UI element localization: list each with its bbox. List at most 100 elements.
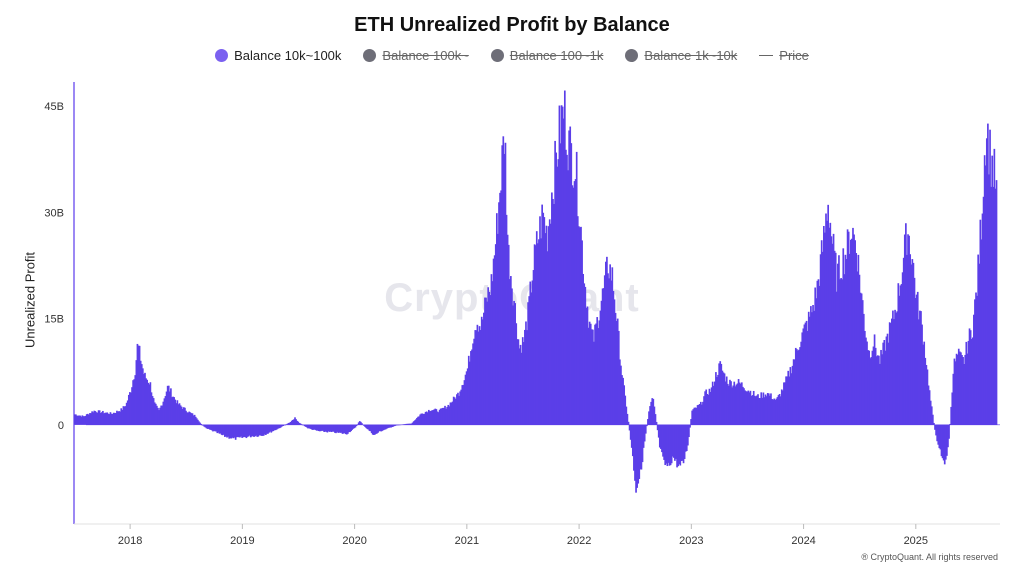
bar <box>756 395 758 425</box>
bar <box>859 292 862 425</box>
bar <box>777 395 780 425</box>
bar <box>879 363 881 425</box>
bar <box>100 412 103 425</box>
bar <box>287 422 290 425</box>
bar <box>495 213 498 425</box>
legend-item-price[interactable]: Price <box>759 48 809 63</box>
bar <box>994 188 997 425</box>
bar <box>341 424 344 434</box>
bar <box>707 394 710 425</box>
bar <box>132 380 134 425</box>
bar <box>643 424 646 442</box>
bar <box>876 355 879 425</box>
legend-item-balance-100k[interactable]: Balance 100k~ <box>363 48 469 63</box>
bar <box>204 424 207 428</box>
bar <box>117 411 119 425</box>
bar <box>439 408 442 425</box>
bar <box>490 274 493 425</box>
bar <box>280 424 282 428</box>
bar <box>377 424 379 433</box>
bar <box>303 424 306 427</box>
bar <box>168 391 171 425</box>
bar <box>776 397 779 425</box>
legend-item-balance-100-1k[interactable]: Balance 100~1k <box>490 48 603 63</box>
bar <box>594 324 596 425</box>
bar <box>127 394 130 425</box>
bar <box>684 424 687 452</box>
legend-dot-icon <box>490 49 504 62</box>
bar <box>75 414 77 425</box>
bar <box>411 422 414 425</box>
bar <box>803 324 806 425</box>
bar <box>261 424 264 436</box>
bar <box>857 254 860 425</box>
bar <box>371 424 374 435</box>
bar <box>926 369 929 425</box>
bar <box>366 424 369 430</box>
bar <box>394 424 397 426</box>
bar <box>868 350 871 425</box>
bar <box>309 424 311 429</box>
bar <box>139 360 142 425</box>
bar <box>74 414 76 425</box>
bar <box>431 410 433 425</box>
bar <box>753 395 756 425</box>
bar <box>625 406 628 425</box>
bar <box>628 424 631 431</box>
legend-dot-icon <box>215 49 229 62</box>
bar <box>799 347 801 425</box>
bar <box>558 105 561 425</box>
bar <box>604 261 607 425</box>
bar <box>514 303 517 425</box>
bar <box>690 419 692 425</box>
bar <box>218 424 221 434</box>
bar <box>834 252 837 425</box>
bar <box>860 293 863 425</box>
bar <box>235 424 238 438</box>
legend-item-balance-10k-100k[interactable]: Balance 10k~100k <box>215 48 341 63</box>
bar <box>887 342 890 425</box>
bar <box>360 421 362 425</box>
bar <box>488 291 491 425</box>
bar <box>472 343 474 425</box>
bar <box>750 395 753 425</box>
bar <box>627 421 630 425</box>
bar <box>363 424 365 426</box>
bar <box>989 129 991 425</box>
bar <box>146 379 148 425</box>
bar <box>267 424 269 434</box>
bar <box>963 364 965 425</box>
bar <box>212 424 214 432</box>
legend-label: Balance 10k~100k <box>234 48 342 63</box>
bar <box>922 344 924 425</box>
bar <box>80 416 83 425</box>
bar <box>954 361 957 425</box>
bar <box>688 424 690 438</box>
legend-dot-icon <box>363 49 377 62</box>
bar <box>165 391 168 425</box>
bar <box>805 320 808 425</box>
bar <box>769 395 771 425</box>
bar <box>272 424 275 432</box>
bar <box>917 319 920 425</box>
bar <box>622 377 624 425</box>
bar <box>494 244 497 425</box>
bar <box>153 402 156 425</box>
bar <box>498 202 500 425</box>
bar <box>546 251 549 425</box>
legend-item-balance-1k-10k[interactable]: Balance 1k~10k <box>625 48 737 63</box>
bar <box>512 305 514 425</box>
bar <box>589 323 592 425</box>
bar <box>815 298 818 425</box>
bar <box>438 409 441 425</box>
bar <box>425 411 428 425</box>
bar <box>290 420 293 425</box>
bar <box>508 279 511 425</box>
bar <box>849 239 852 425</box>
bar <box>802 328 805 425</box>
bar <box>299 423 302 425</box>
bar <box>205 424 208 429</box>
bar <box>902 257 905 425</box>
bar <box>797 350 799 425</box>
bar <box>587 327 590 425</box>
